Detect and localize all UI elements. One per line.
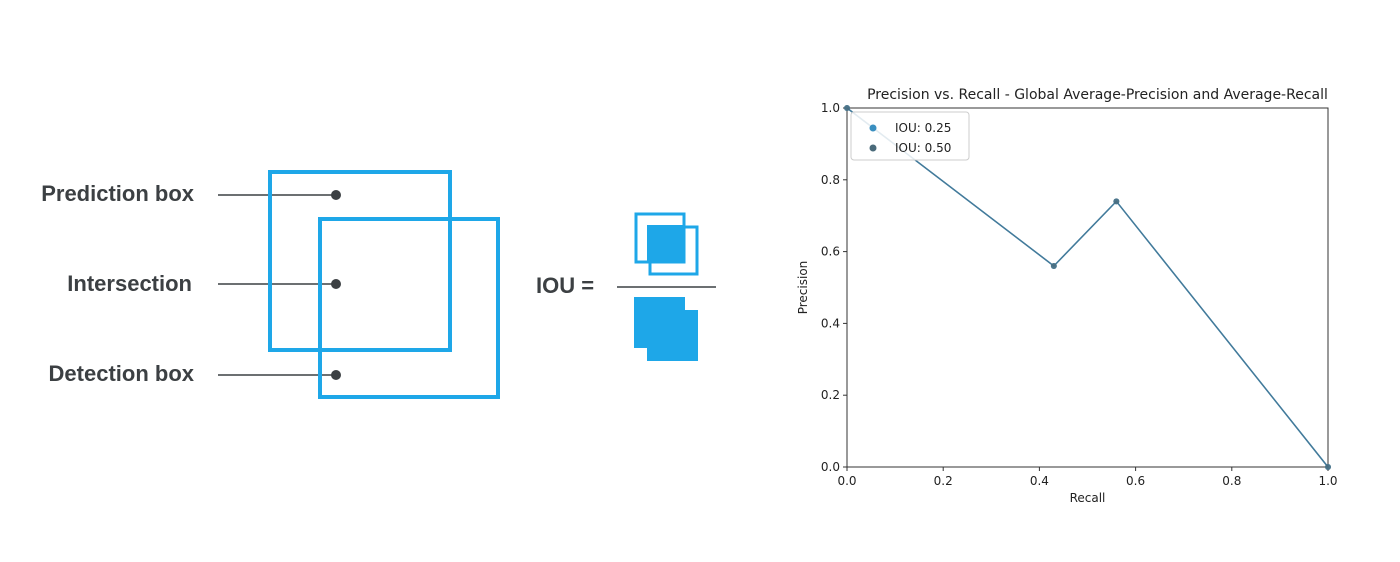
iou-diagram: Prediction box Intersection Detection bo…: [41, 170, 716, 399]
iou-equals-label: IOU =: [536, 273, 594, 298]
legend-marker-2: [869, 144, 877, 152]
y-tick-label: 1.0: [821, 101, 840, 115]
x-axis-label: Recall: [1070, 491, 1106, 505]
y-tick-label: 0.6: [821, 245, 840, 259]
intersection-icon: [634, 212, 699, 276]
x-tick-label: 0.6: [1126, 474, 1145, 488]
series-line-2: [846, 107, 1329, 468]
label-intersection: Intersection: [67, 271, 192, 296]
leader-dot-detection: [331, 370, 341, 380]
series-2-point: [1050, 262, 1057, 269]
plot-area: [846, 107, 1329, 468]
chart-title: Precision vs. Recall - Global Average-Pr…: [867, 87, 1328, 103]
series-2-point: [844, 105, 850, 111]
y-axis-label: Precision: [796, 261, 810, 315]
series-2-point: [1113, 198, 1120, 205]
x-tick-label: 0.4: [1030, 474, 1049, 488]
x-tick-label: 0.0: [837, 474, 856, 488]
leader-dot-intersection: [331, 279, 341, 289]
leader-dot-prediction: [331, 190, 341, 200]
precision-recall-chart: Precision vs. Recall - Global Average-Pr…: [796, 87, 1338, 505]
legend: IOU: 0.25 IOU: 0.50: [850, 111, 970, 161]
label-detection-box: Detection box: [49, 361, 195, 386]
prediction-box: [268, 170, 452, 352]
detection-box: [318, 217, 500, 399]
legend-label-2: IOU: 0.50: [895, 141, 951, 155]
legend-box: [850, 111, 970, 161]
legend-label-1: IOU: 0.25: [895, 121, 951, 135]
x-tick-label: 1.0: [1318, 474, 1337, 488]
x-tick-label: 0.2: [934, 474, 953, 488]
label-prediction-box: Prediction box: [41, 181, 195, 206]
y-tick-label: 0.0: [821, 460, 840, 474]
x-tick-label: 0.8: [1222, 474, 1241, 488]
series-line-1: [846, 107, 1329, 468]
union-icon: [634, 297, 698, 361]
y-tick-label: 0.4: [821, 316, 840, 330]
series-2-point: [1325, 464, 1331, 470]
y-tick-label: 0.2: [821, 388, 840, 402]
y-tick-label: 0.8: [821, 173, 840, 187]
legend-marker-1: [869, 124, 877, 132]
